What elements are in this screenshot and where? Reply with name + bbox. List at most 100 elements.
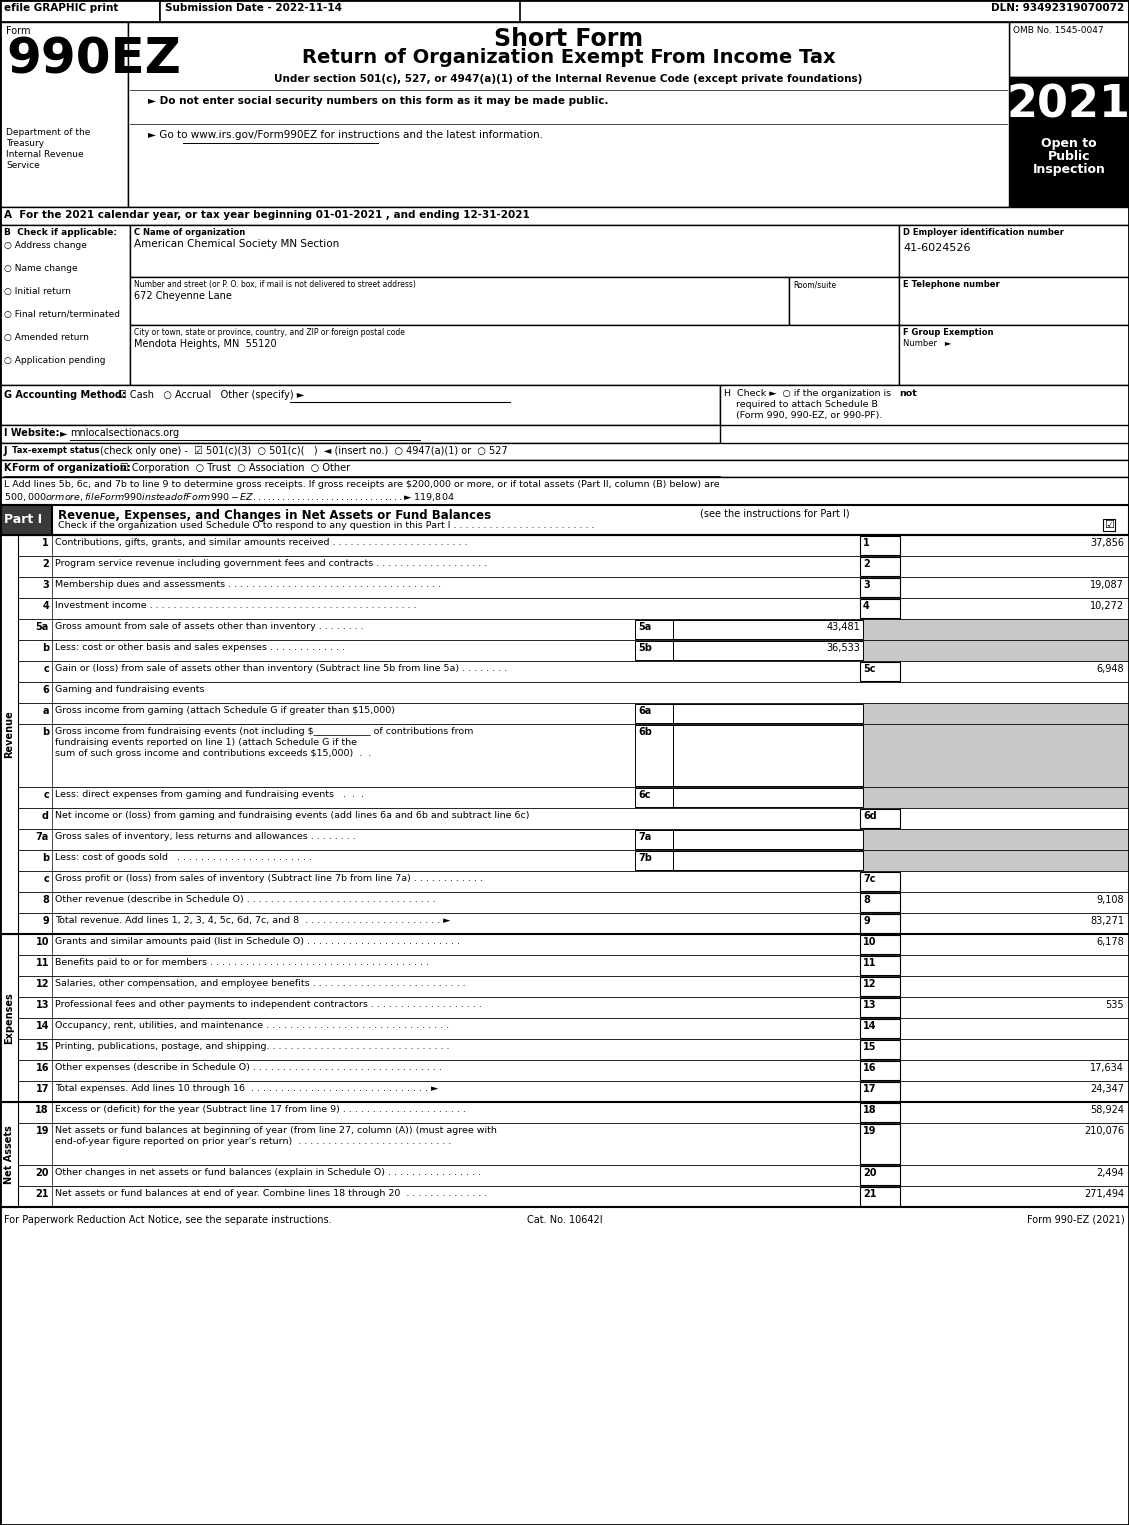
Text: Tax-exempt status: Tax-exempt status — [12, 445, 99, 454]
Text: Open to: Open to — [1041, 137, 1096, 149]
Text: Contributions, gifts, grants, and similar amounts received . . . . . . . . . . .: Contributions, gifts, grants, and simila… — [55, 538, 467, 547]
Bar — [860, 1186, 900, 1206]
Text: 535: 535 — [1105, 1000, 1124, 1010]
Text: 43,481: 43,481 — [826, 622, 860, 631]
Bar — [634, 724, 673, 785]
Text: Total expenses. Add lines 10 through 16  . . . . . . . . . . . . . . . . . . . .: Total expenses. Add lines 10 through 16 … — [55, 1084, 438, 1093]
Bar — [860, 935, 900, 955]
Text: 9,108: 9,108 — [1096, 895, 1124, 904]
Text: 19: 19 — [863, 1125, 876, 1136]
Text: L Add lines 5b, 6c, and 7b to line 9 to determine gross receipts. If gross recei: L Add lines 5b, 6c, and 7b to line 9 to … — [5, 480, 719, 490]
Text: b: b — [42, 727, 49, 737]
Text: Gain or (loss) from sale of assets other than inventory (Subtract line 5b from l: Gain or (loss) from sale of assets other… — [55, 663, 507, 673]
Text: DLN: 93492319070072: DLN: 93492319070072 — [991, 3, 1124, 14]
Text: A  For the 2021 calendar year, or tax year beginning 01-01-2021 , and ending 12-: A For the 2021 calendar year, or tax yea… — [5, 210, 530, 220]
Text: Internal Revenue: Internal Revenue — [6, 149, 84, 159]
Bar — [1103, 518, 1115, 531]
Bar — [860, 913, 900, 933]
Text: Public: Public — [1048, 149, 1091, 163]
Text: Gross sales of inventory, less returns and allowances . . . . . . . .: Gross sales of inventory, less returns a… — [55, 833, 356, 840]
Bar — [634, 851, 673, 869]
Bar — [860, 978, 900, 996]
Text: Treasury: Treasury — [6, 139, 44, 148]
Text: For Paperwork Reduction Act Notice, see the separate instructions.: For Paperwork Reduction Act Notice, see … — [5, 1215, 332, 1225]
Text: fundraising events reported on line 1) (attach Schedule G if the: fundraising events reported on line 1) (… — [55, 738, 357, 747]
Text: (Form 990, 990-EZ, or 990-PF).: (Form 990, 990-EZ, or 990-PF). — [724, 412, 883, 419]
Text: 8: 8 — [863, 895, 869, 904]
Text: J: J — [5, 445, 11, 456]
Text: 19: 19 — [35, 1125, 49, 1136]
Text: 3: 3 — [863, 580, 869, 590]
Text: c: c — [43, 663, 49, 674]
Text: Under section 501(c), 527, or 4947(a)(1) of the Internal Revenue Code (except pr: Under section 501(c), 527, or 4947(a)(1)… — [274, 75, 863, 84]
Text: Gross amount from sale of assets other than inventory . . . . . . . .: Gross amount from sale of assets other t… — [55, 622, 364, 631]
Text: 6,178: 6,178 — [1096, 936, 1124, 947]
Text: Number and street (or P. O. box, if mail is not delivered to street address): Number and street (or P. O. box, if mail… — [134, 281, 415, 290]
Text: 83,271: 83,271 — [1089, 917, 1124, 926]
Text: Investment income . . . . . . . . . . . . . . . . . . . . . . . . . . . . . . . : Investment income . . . . . . . . . . . … — [55, 601, 417, 610]
Text: b: b — [42, 644, 49, 653]
Text: 37,856: 37,856 — [1089, 538, 1124, 547]
Text: 15: 15 — [863, 1042, 876, 1052]
Text: (see the instructions for Part I): (see the instructions for Part I) — [700, 509, 850, 518]
Bar — [0, 384, 720, 425]
Text: ○ Initial return: ○ Initial return — [5, 287, 71, 296]
Bar — [860, 1103, 900, 1122]
Text: Number   ►: Number ► — [903, 339, 952, 348]
Text: Form 990-EZ (2021): Form 990-EZ (2021) — [1027, 1215, 1124, 1225]
Text: Net Assets: Net Assets — [5, 1125, 14, 1183]
Text: 14: 14 — [35, 1022, 49, 1031]
Text: Less: cost of goods sold   . . . . . . . . . . . . . . . . . . . . . . .: Less: cost of goods sold . . . . . . . .… — [55, 852, 312, 862]
Bar — [860, 619, 1129, 640]
Text: ► Do not enter social security numbers on this form as it may be made public.: ► Do not enter social security numbers o… — [148, 96, 609, 107]
Text: 21: 21 — [35, 1190, 49, 1199]
Text: Net assets or fund balances at end of year. Combine lines 18 through 20  . . . .: Net assets or fund balances at end of ye… — [55, 1190, 488, 1199]
Text: Submission Date - 2022-11-14: Submission Date - 2022-11-14 — [165, 3, 342, 14]
Bar — [860, 1167, 900, 1185]
Text: 3: 3 — [42, 580, 49, 590]
Bar — [673, 705, 863, 723]
Text: I Website:: I Website: — [5, 429, 63, 438]
Text: 16: 16 — [35, 1063, 49, 1074]
Bar — [860, 724, 1129, 787]
Text: Other expenses (describe in Schedule O) . . . . . . . . . . . . . . . . . . . . : Other expenses (describe in Schedule O) … — [55, 1063, 441, 1072]
Text: Cat. No. 10642I: Cat. No. 10642I — [527, 1215, 602, 1225]
Text: Less: direct expenses from gaming and fundraising events   .  .  .: Less: direct expenses from gaming and fu… — [55, 790, 364, 799]
Text: 17: 17 — [35, 1084, 49, 1093]
Bar — [860, 535, 900, 555]
Bar — [0, 461, 1129, 477]
Bar — [860, 1040, 900, 1058]
Text: 4: 4 — [863, 601, 869, 612]
Bar — [130, 325, 899, 384]
Text: Printing, publications, postage, and shipping. . . . . . . . . . . . . . . . . .: Printing, publications, postage, and shi… — [55, 1042, 449, 1051]
Text: sum of such gross income and contributions exceeds $15,000)  .  .: sum of such gross income and contributio… — [55, 749, 371, 758]
Bar — [860, 662, 900, 682]
Text: Gross income from gaming (attach Schedule G if greater than $15,000): Gross income from gaming (attach Schedul… — [55, 706, 395, 715]
Text: H  Check ►  ○ if the organization is: H Check ► ○ if the organization is — [724, 389, 894, 398]
Text: D Employer identification number: D Employer identification number — [903, 229, 1064, 236]
Text: 17: 17 — [863, 1084, 876, 1093]
Text: C Name of organization: C Name of organization — [134, 229, 245, 236]
Bar — [860, 894, 900, 912]
Bar — [0, 442, 1129, 461]
Bar — [128, 21, 1009, 207]
Text: Revenue: Revenue — [5, 711, 14, 758]
Text: 6b: 6b — [638, 727, 651, 737]
Text: Department of the: Department of the — [6, 128, 90, 137]
Bar — [899, 226, 1129, 278]
Bar — [0, 477, 1129, 505]
Bar — [860, 1019, 900, 1039]
Bar — [634, 705, 673, 723]
Text: c: c — [43, 790, 49, 801]
Bar — [0, 425, 720, 442]
Text: 5c: 5c — [863, 663, 875, 674]
Bar — [0, 0, 160, 21]
Text: 13: 13 — [35, 1000, 49, 1010]
Text: 9: 9 — [42, 917, 49, 926]
Bar — [1009, 21, 1129, 76]
Text: 7a: 7a — [638, 833, 651, 842]
Text: Room/suite: Room/suite — [793, 281, 837, 290]
Text: 6,948: 6,948 — [1096, 663, 1124, 674]
Text: 8: 8 — [42, 895, 49, 904]
Bar — [673, 621, 863, 639]
